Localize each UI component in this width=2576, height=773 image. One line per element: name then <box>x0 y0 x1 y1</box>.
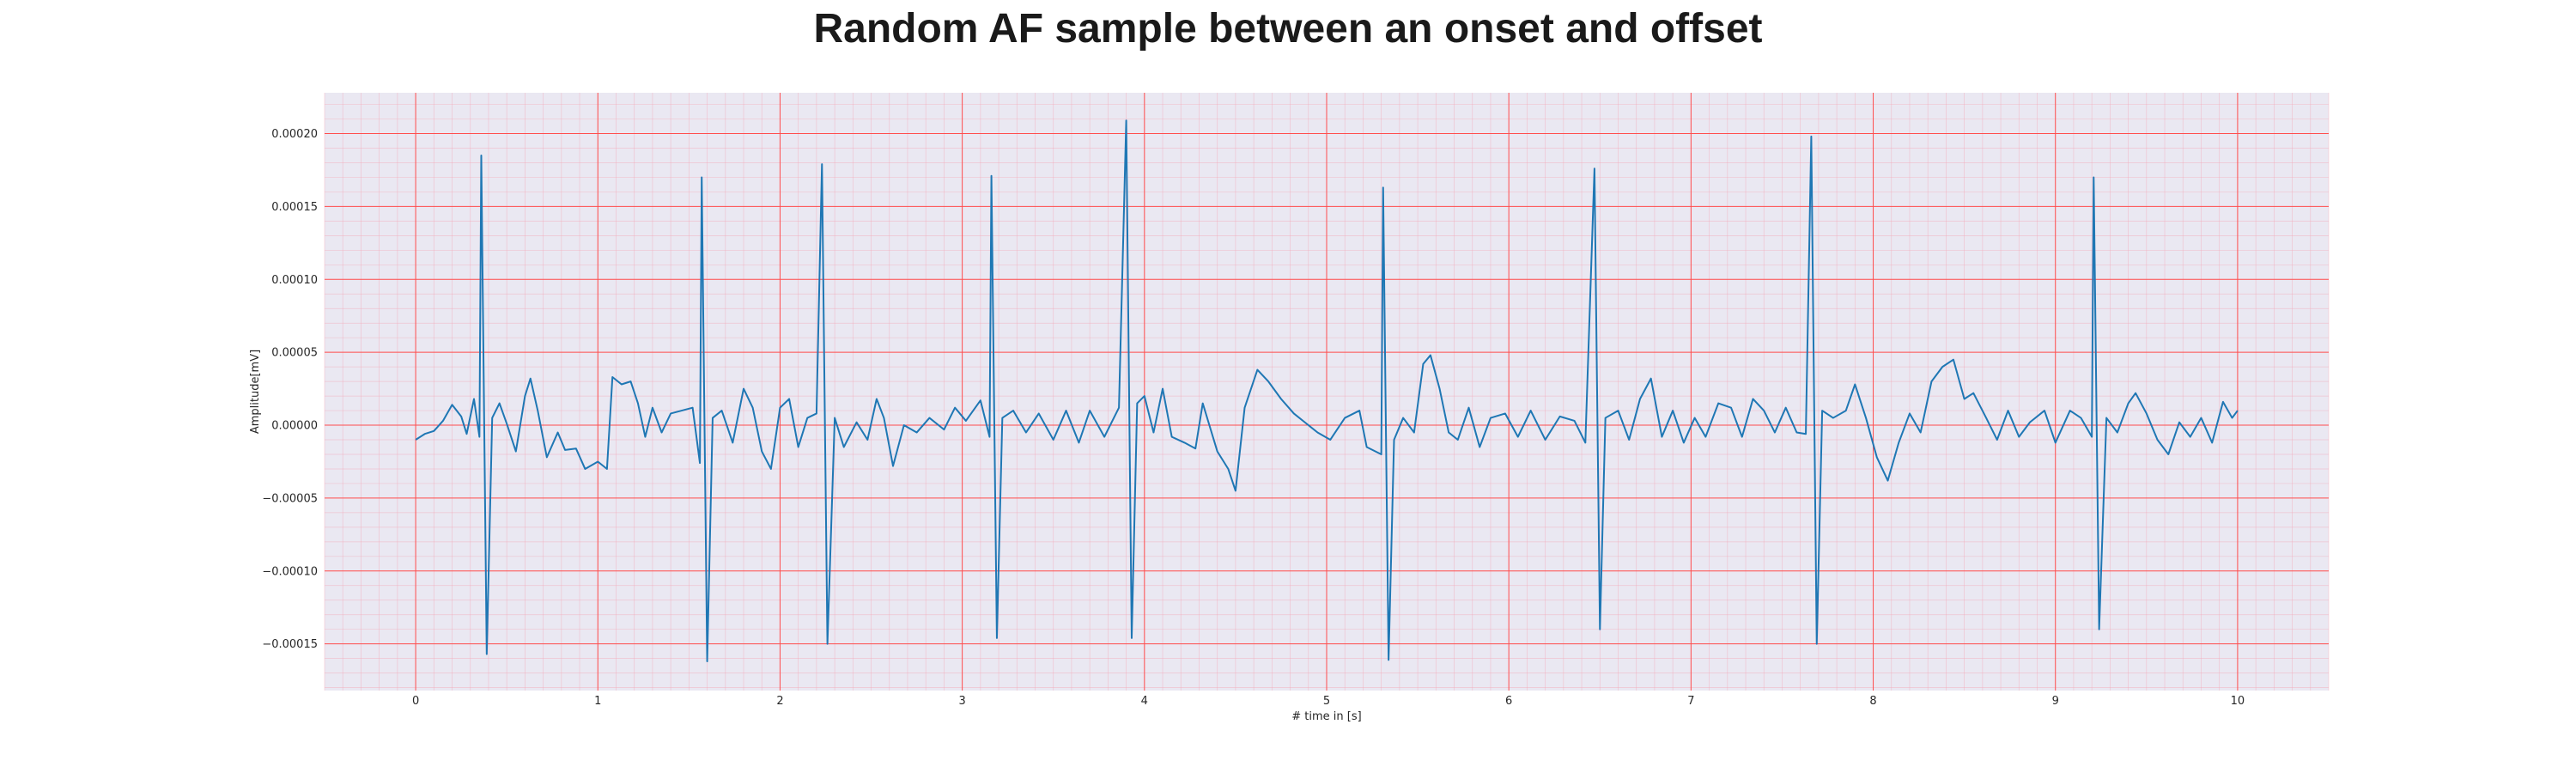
major-grid <box>325 93 2329 691</box>
chart-title: Random AF sample between an onset and of… <box>813 6 1763 52</box>
y-tick-labels: −0.00015 −0.00010 −0.00005 0.00000 0.00005 0.… <box>262 128 318 651</box>
x-tick-label: 9 <box>2052 695 2059 708</box>
x-tick-labels: 0 1 2 3 4 5 6 7 8 9 10 <box>412 695 2245 708</box>
x-tick-label: 7 <box>1687 695 1694 708</box>
x-tick-label: 0 <box>412 695 419 708</box>
x-tick-label: 6 <box>1505 695 1512 708</box>
y-tick-label: 0.00005 <box>271 347 318 360</box>
x-tick-label: 3 <box>958 695 965 708</box>
y-tick-label: −0.00005 <box>262 492 318 505</box>
x-tick-label: 10 <box>2231 695 2245 708</box>
x-tick-label: 2 <box>776 695 783 708</box>
y-tick-label: 0.00020 <box>271 128 318 141</box>
x-tick-label: 1 <box>594 695 601 708</box>
y-axis-label: Amplitude[mV] <box>249 350 262 434</box>
x-tick-label: 5 <box>1323 695 1330 708</box>
ecg-signal-line <box>415 119 2239 663</box>
x-tick-label: 8 <box>1869 695 1876 708</box>
y-tick-label: −0.00015 <box>262 638 318 651</box>
x-tick-label: 4 <box>1141 695 1148 708</box>
y-tick-label: 0.00010 <box>271 274 318 287</box>
series-layer <box>415 119 2239 663</box>
y-tick-label: 0.00000 <box>271 420 318 433</box>
y-tick-label: −0.00010 <box>262 565 318 578</box>
x-axis-label: # time in [s] <box>1291 710 1361 723</box>
y-tick-label: 0.00015 <box>271 201 318 214</box>
